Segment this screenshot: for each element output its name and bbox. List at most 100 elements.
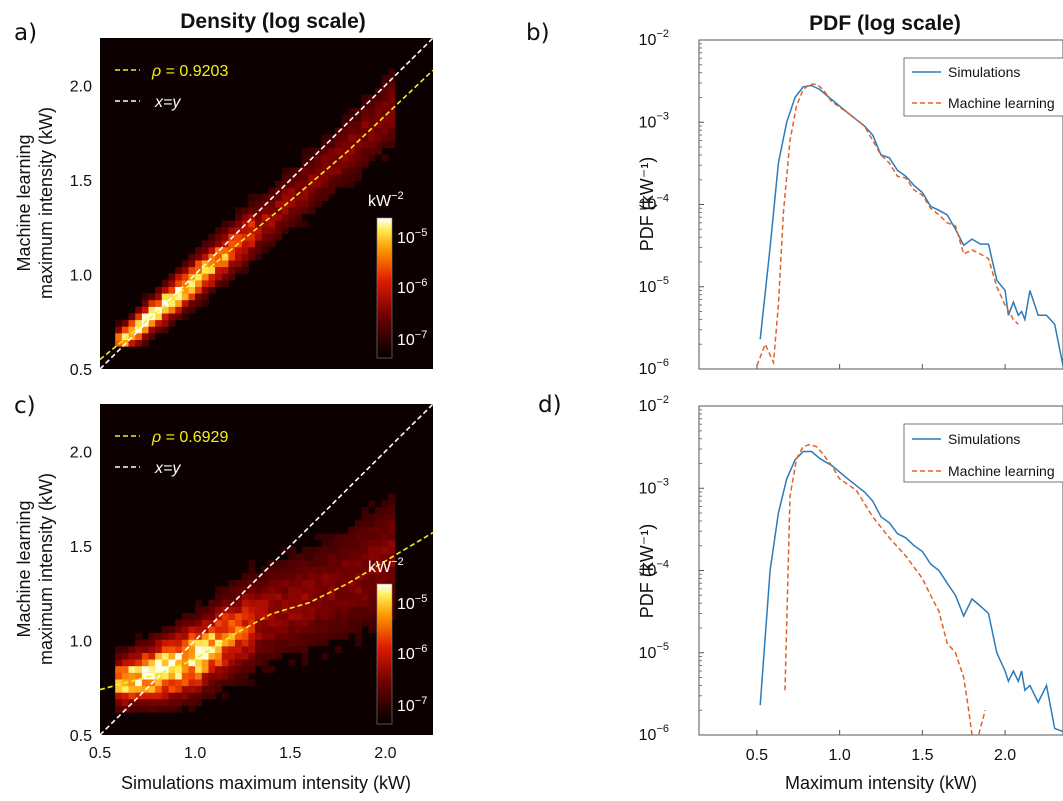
heatmap-cell <box>161 293 169 301</box>
heatmap-cell <box>161 326 169 334</box>
heatmap-cell <box>335 147 342 155</box>
heatmap-cell <box>315 626 322 634</box>
heatmap-cell <box>228 619 236 627</box>
heatmap-cell <box>221 253 229 261</box>
heatmap-cell <box>215 646 223 653</box>
heatmap-cell <box>141 333 149 340</box>
heatmap-cell <box>248 200 256 208</box>
heatmap-cell <box>235 652 243 660</box>
heatmap-cell <box>375 134 382 142</box>
density-title: Density (log scale) <box>180 10 366 33</box>
heatmap-cell <box>295 646 302 653</box>
heatmap-cell <box>228 646 236 653</box>
heatmap-cell <box>341 154 349 162</box>
heatmap-cell <box>361 520 369 528</box>
heatmap-cell <box>201 679 209 687</box>
heatmap-cell <box>181 619 189 627</box>
heatmap-cell <box>308 174 316 182</box>
heatmap-cell <box>348 167 356 175</box>
heatmap-cell <box>355 174 362 182</box>
heatmap-cell <box>388 566 396 574</box>
heatmap-cell <box>235 619 243 627</box>
heatmap-cell <box>201 632 209 640</box>
heatmap-cell <box>321 167 329 175</box>
heatmap-cell <box>348 526 356 534</box>
heatmap-cell <box>295 207 302 215</box>
heatmap-cell <box>295 613 302 620</box>
heatmap-cell <box>275 586 283 594</box>
heatmap-cell <box>241 247 249 254</box>
heatmap-cell <box>315 599 322 607</box>
heatmap-cell <box>141 313 149 321</box>
heatmap-cell <box>355 121 362 129</box>
heatmap-cell <box>368 121 376 129</box>
heatmap-cell <box>301 174 309 182</box>
heatmap-cell <box>248 666 256 673</box>
heatmap-cell <box>268 227 276 234</box>
heatmap-cell <box>115 692 123 700</box>
heatmap-cell <box>208 606 216 614</box>
heatmap-cell <box>301 147 309 155</box>
heatmap-cell <box>275 560 283 567</box>
heatmap-cell <box>368 553 376 561</box>
heatmap-cell <box>315 606 322 614</box>
heatmap-cell <box>241 573 249 581</box>
heatmap-cell <box>241 599 249 607</box>
heatmap-cell <box>221 646 229 653</box>
heatmap-cell <box>261 599 269 607</box>
heatmap-cell <box>288 546 296 554</box>
heatmap-cell <box>281 586 289 594</box>
heatmap-cell <box>321 573 329 581</box>
heatmap-cell <box>268 606 276 614</box>
heatmap-cell <box>281 220 289 228</box>
heatmap-cell <box>335 180 342 188</box>
heatmap-cell <box>228 626 236 634</box>
heatmap-cell <box>268 213 276 221</box>
heatmap-cell <box>135 319 143 327</box>
heatmap-cell <box>255 599 263 607</box>
heatmap-cell <box>135 685 143 693</box>
series-machine-learning-d <box>784 443 986 735</box>
heatmap-cell <box>181 672 189 680</box>
heatmap-cell <box>288 573 296 581</box>
x-ticks-c: 0.5 1.0 1.5 2.0 <box>89 745 397 762</box>
heatmap-cell <box>355 593 362 600</box>
heatmap-cell <box>288 200 296 208</box>
heatmap-cell <box>241 613 249 620</box>
heatmap-cell <box>248 194 256 201</box>
heatmap-cell <box>121 333 129 340</box>
heatmap-cell <box>355 546 362 554</box>
heatmap-cell <box>235 247 243 254</box>
heatmap-cell <box>381 526 389 534</box>
heatmap-cell <box>341 632 349 640</box>
heatmap-cell <box>295 220 302 228</box>
heatmap-cell <box>188 685 196 693</box>
heatmap-cell <box>275 194 283 201</box>
heatmap-cell <box>355 639 362 647</box>
heatmap-cell <box>155 659 163 667</box>
heatmap-cell <box>175 672 183 680</box>
heatmap-cell <box>361 154 369 162</box>
heatmap-cell <box>181 626 189 634</box>
legend-c-xy-label: x=y <box>154 460 181 477</box>
heatmap-cell <box>381 553 389 561</box>
heatmap-cell <box>208 260 216 268</box>
heatmap-cell <box>315 180 322 188</box>
heatmap-cell <box>168 666 176 673</box>
heatmap-cell <box>288 586 296 594</box>
heatmap-cell <box>301 566 309 574</box>
heatmap-cell <box>195 646 203 653</box>
heatmap-cell <box>201 286 209 294</box>
heatmap-cell <box>241 666 249 673</box>
heatmap-cell <box>275 652 283 660</box>
y-tick-label: 1.0 <box>70 267 92 284</box>
heatmap-cell <box>341 613 349 620</box>
ylabel-c-line1: Machine learning <box>14 500 34 637</box>
heatmap-cell <box>268 652 276 660</box>
y-ticks-b: 10−2 10−3 10−4 10−5 10−6 <box>639 28 704 378</box>
heatmap-cell <box>321 579 329 587</box>
heatmap-cell <box>241 593 249 600</box>
heatmap-cell <box>388 579 396 587</box>
heatmap-cell <box>241 220 249 228</box>
heatmap-cell <box>175 266 183 274</box>
